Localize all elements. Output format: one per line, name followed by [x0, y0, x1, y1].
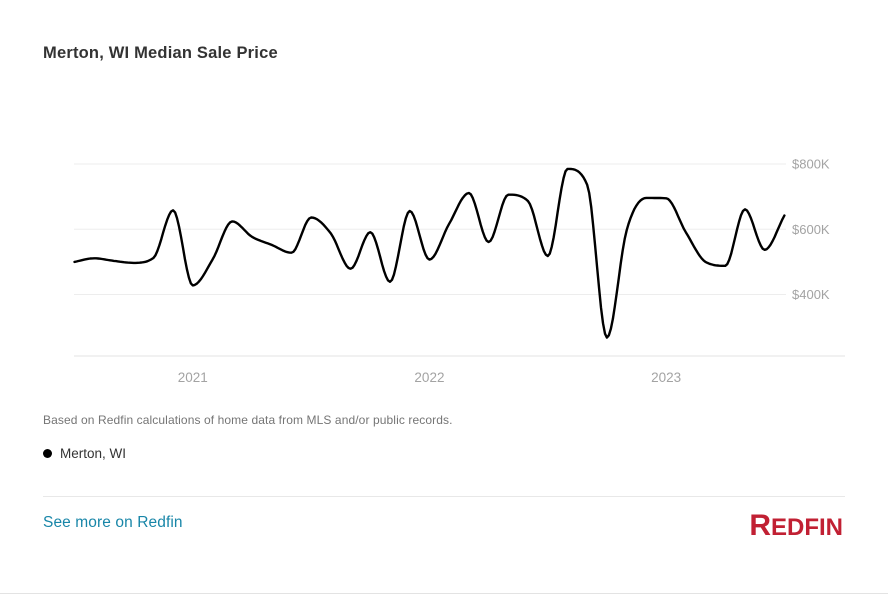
chart-title: Merton, WI Median Sale Price	[43, 44, 278, 62]
data-source-note: Based on Redfin calculations of home dat…	[43, 413, 453, 427]
divider-line	[43, 496, 845, 497]
y-axis-tick-label: $400K	[792, 287, 830, 302]
bottom-border	[0, 593, 888, 594]
y-axis-tick-label: $600K	[792, 222, 830, 237]
x-axis-tick-label: 2022	[414, 370, 444, 385]
legend-marker-dot	[43, 449, 52, 458]
y-axis-tick-label: $800K	[792, 157, 830, 172]
price-line[interactable]	[73, 167, 786, 339]
see-more-link[interactable]: See more on Redfin	[43, 514, 183, 531]
x-axis-tick-label: 2021	[178, 370, 208, 385]
legend-label: Merton, WI	[60, 446, 127, 461]
redfin-logo[interactable]: REDFIN	[749, 509, 843, 542]
x-axis-tick-label: 2023	[651, 370, 681, 385]
median-sale-price-chart: $800K $600K $400K 2021 2022 2023	[73, 157, 845, 385]
legend: Merton, WI	[43, 446, 126, 461]
